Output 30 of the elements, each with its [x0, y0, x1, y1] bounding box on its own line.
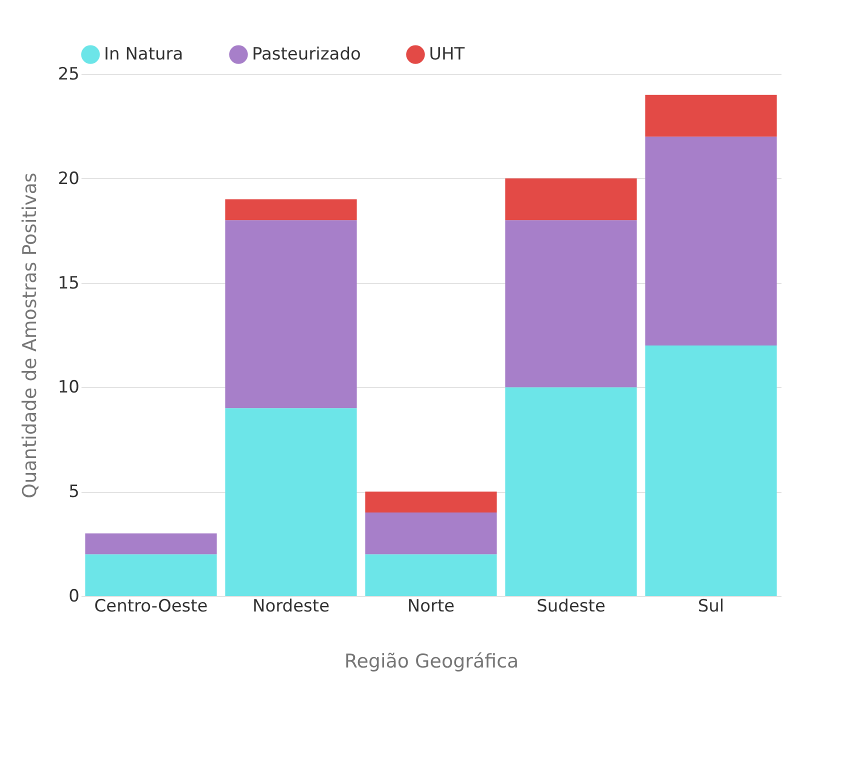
bar: [645, 136, 777, 346]
legend-label: UHT: [429, 44, 466, 65]
y-tick-label: 15: [58, 273, 80, 294]
bar: [365, 554, 497, 596]
x-tick-label: Sul: [698, 596, 724, 616]
bar: [645, 94, 777, 137]
bar: [225, 220, 357, 408]
y-axis-title: Quantidade de Amostras Positivas: [18, 172, 41, 498]
bar: [365, 492, 497, 512]
x-tick-label: Norte: [407, 596, 455, 616]
bar: [85, 554, 217, 596]
bar: [505, 220, 637, 388]
y-tick-label: 20: [58, 168, 80, 189]
x-axis-title: Região Geográfica: [344, 650, 519, 672]
y-tick-label: 10: [58, 378, 80, 398]
legend-label: Pasteurizado: [252, 44, 361, 65]
bar: [85, 533, 217, 554]
x-tick-label: Sudeste: [536, 596, 606, 616]
x-tick-label: Centro-Oeste: [94, 596, 208, 616]
bar: [225, 199, 357, 220]
y-tick-label: 0: [68, 586, 80, 606]
bar: [645, 345, 777, 596]
bar: [225, 408, 357, 596]
x-tick-label: Nordeste: [252, 596, 330, 616]
bar: [505, 178, 637, 220]
y-tick-label: 25: [58, 64, 80, 84]
bar: [365, 512, 497, 554]
bar: [505, 387, 637, 596]
y-tick-label: 5: [68, 482, 80, 502]
legend-label: In Natura: [104, 44, 184, 65]
